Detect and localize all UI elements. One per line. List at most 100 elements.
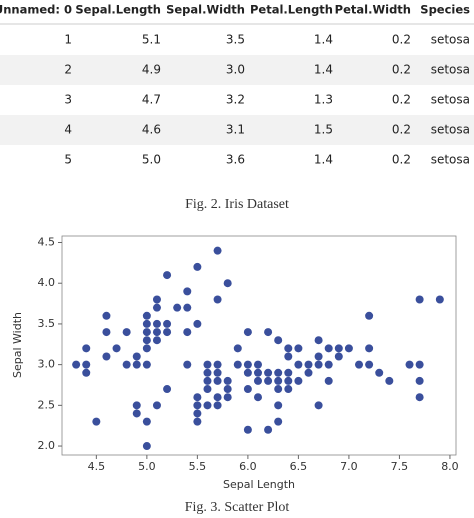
y-tick-label: 3.5 bbox=[38, 317, 56, 330]
point bbox=[203, 360, 212, 369]
table-cell: setosa bbox=[431, 63, 470, 77]
point bbox=[92, 417, 101, 426]
point bbox=[375, 368, 384, 377]
table-cell: setosa bbox=[431, 33, 470, 47]
point bbox=[264, 425, 273, 434]
point bbox=[142, 442, 151, 451]
point bbox=[132, 409, 141, 418]
table-cell: 5.1 bbox=[142, 33, 161, 47]
point bbox=[243, 368, 252, 377]
point bbox=[284, 352, 293, 361]
point bbox=[223, 279, 232, 288]
table-cell: 3.6 bbox=[226, 153, 245, 167]
point bbox=[365, 344, 374, 353]
point bbox=[122, 360, 131, 369]
x-tick-label: 5.5 bbox=[189, 460, 207, 473]
point bbox=[163, 271, 172, 280]
point bbox=[183, 287, 192, 296]
point bbox=[324, 360, 333, 369]
y-tick-label: 4.0 bbox=[38, 276, 56, 289]
table-cell: 2 bbox=[64, 63, 72, 77]
point bbox=[264, 368, 273, 377]
point bbox=[183, 303, 192, 312]
x-tick-label: 6.0 bbox=[239, 460, 257, 473]
point bbox=[82, 344, 91, 353]
point bbox=[314, 352, 323, 361]
point bbox=[193, 262, 202, 271]
table-cell: 1.5 bbox=[314, 123, 333, 137]
point bbox=[314, 360, 323, 369]
point bbox=[344, 344, 353, 353]
point bbox=[163, 319, 172, 328]
table-cell: 1 bbox=[64, 33, 72, 47]
table-cell: 4.7 bbox=[142, 93, 161, 107]
point bbox=[102, 311, 111, 320]
point bbox=[304, 360, 313, 369]
point bbox=[183, 360, 192, 369]
point bbox=[122, 328, 131, 337]
x-tick-label: 7.0 bbox=[340, 460, 358, 473]
point bbox=[193, 409, 202, 418]
point bbox=[355, 360, 364, 369]
y-tick-label: 4.5 bbox=[38, 236, 56, 249]
table-cell: setosa bbox=[431, 93, 470, 107]
y-axis-label: Sepal Width bbox=[11, 312, 24, 378]
point bbox=[203, 401, 212, 410]
point bbox=[253, 393, 262, 402]
point bbox=[193, 319, 202, 328]
point bbox=[72, 360, 81, 369]
table-cell: 1.4 bbox=[314, 33, 333, 47]
table-cell: 0.2 bbox=[392, 33, 411, 47]
point bbox=[132, 360, 141, 369]
point bbox=[173, 303, 182, 312]
point bbox=[183, 328, 192, 337]
table-caption: Fig. 2. Iris Dataset bbox=[185, 197, 289, 212]
point bbox=[253, 360, 262, 369]
point bbox=[112, 344, 121, 353]
point bbox=[253, 376, 262, 385]
point bbox=[233, 344, 242, 353]
point bbox=[102, 328, 111, 337]
point bbox=[415, 393, 424, 402]
point bbox=[82, 368, 91, 377]
y-tick-label: 2.5 bbox=[38, 398, 56, 411]
table-cell: 3.2 bbox=[226, 93, 245, 107]
point bbox=[274, 417, 283, 426]
x-tick-label: 6.5 bbox=[290, 460, 308, 473]
column-header: Sepal.Width bbox=[166, 3, 245, 17]
row-stripe bbox=[0, 55, 474, 85]
table-cell: 1.3 bbox=[314, 93, 333, 107]
table-cell: 4.9 bbox=[142, 63, 161, 77]
point bbox=[132, 401, 141, 410]
point bbox=[102, 352, 111, 361]
x-tick-label: 4.5 bbox=[88, 460, 106, 473]
table-cell: 5.0 bbox=[142, 153, 161, 167]
point bbox=[334, 352, 343, 361]
point bbox=[142, 336, 151, 345]
table-cell: 3.5 bbox=[226, 33, 245, 47]
point bbox=[274, 385, 283, 394]
point bbox=[365, 311, 374, 320]
point bbox=[142, 319, 151, 328]
column-header: Species bbox=[420, 3, 470, 17]
point bbox=[142, 360, 151, 369]
point bbox=[132, 352, 141, 361]
point bbox=[213, 295, 222, 304]
point bbox=[213, 401, 222, 410]
point bbox=[274, 401, 283, 410]
column-header: Petal.Length bbox=[250, 3, 333, 17]
point bbox=[82, 360, 91, 369]
point bbox=[274, 376, 283, 385]
point bbox=[213, 246, 222, 255]
point bbox=[223, 385, 232, 394]
point bbox=[314, 401, 323, 410]
x-tick-label: 7.5 bbox=[391, 460, 409, 473]
point bbox=[385, 376, 394, 385]
point bbox=[294, 376, 303, 385]
point bbox=[274, 336, 283, 345]
point bbox=[152, 401, 161, 410]
table-cell: setosa bbox=[431, 123, 470, 137]
table-cell: 1.4 bbox=[314, 63, 333, 77]
point bbox=[152, 303, 161, 312]
